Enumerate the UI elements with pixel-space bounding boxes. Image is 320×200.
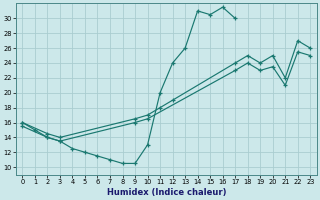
X-axis label: Humidex (Indice chaleur): Humidex (Indice chaleur) [107,188,226,197]
